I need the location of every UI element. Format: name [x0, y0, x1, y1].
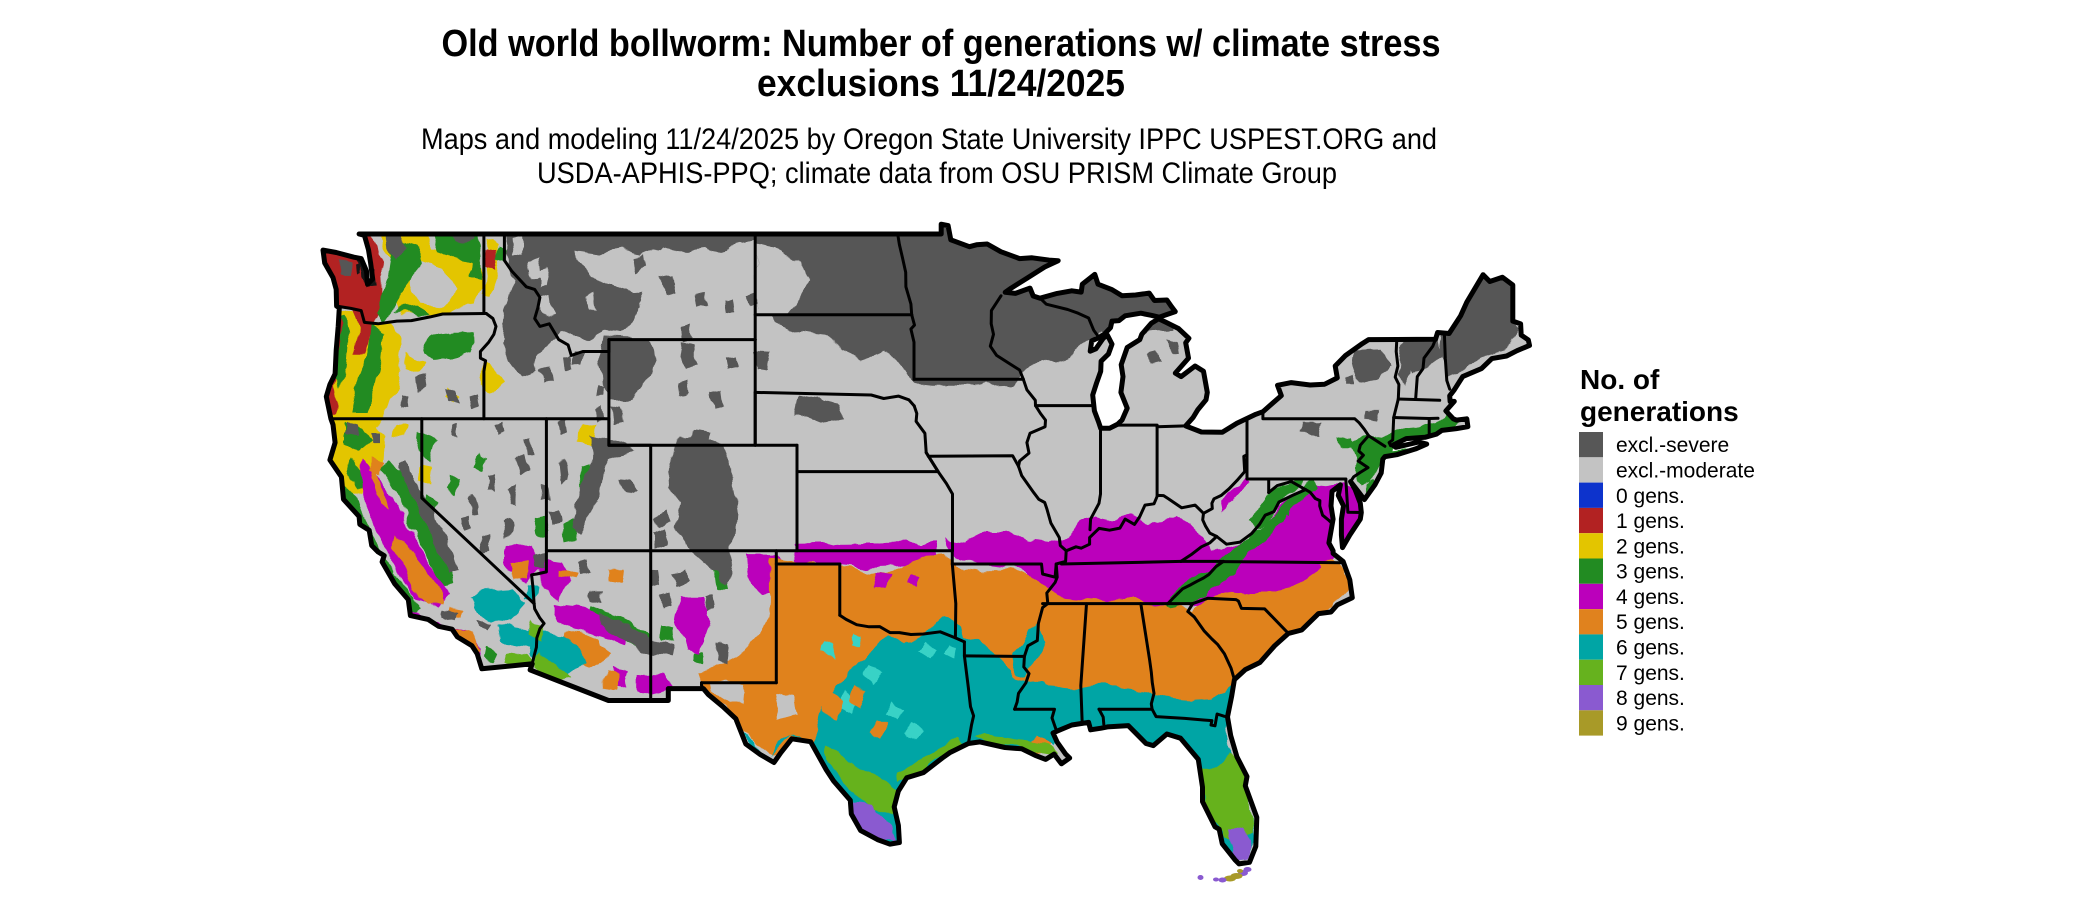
svg-text:Maps and modeling 11/24/2025 b: Maps and modeling 11/24/2025 by Oregon S…: [421, 123, 1437, 156]
svg-text:8 gens.: 8 gens.: [1616, 687, 1685, 710]
svg-text:7 gens.: 7 gens.: [1616, 662, 1685, 685]
svg-text:2 gens.: 2 gens.: [1616, 535, 1685, 558]
svg-text:exclusions 11/24/2025: exclusions 11/24/2025: [757, 63, 1125, 105]
svg-text:6 gens.: 6 gens.: [1616, 637, 1685, 660]
svg-text:0 gens.: 0 gens.: [1616, 485, 1685, 508]
svg-text:9 gens.: 9 gens.: [1616, 712, 1685, 735]
svg-text:excl.-severe: excl.-severe: [1616, 434, 1729, 457]
svg-text:5 gens.: 5 gens.: [1616, 611, 1685, 634]
svg-text:USDA-APHIS-PPQ; climate data f: USDA-APHIS-PPQ; climate data from OSU PR…: [537, 157, 1337, 190]
svg-text:Old world bollworm: Number of: Old world bollworm: Number of generation…: [442, 23, 1441, 65]
svg-text:1 gens.: 1 gens.: [1616, 510, 1685, 533]
svg-text:4 gens.: 4 gens.: [1616, 586, 1685, 609]
svg-text:3 gens.: 3 gens.: [1616, 561, 1685, 584]
svg-text:excl.-moderate: excl.-moderate: [1616, 459, 1755, 482]
svg-text:No. of: No. of: [1580, 364, 1660, 395]
svg-text:generations: generations: [1580, 396, 1739, 427]
